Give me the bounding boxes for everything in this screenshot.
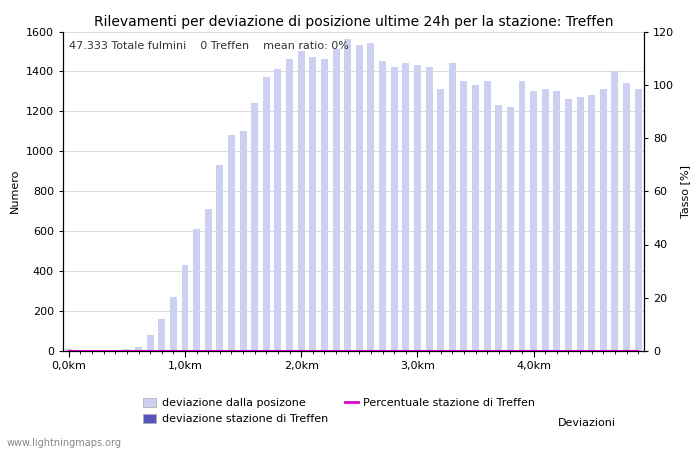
- Text: www.lightningmaps.org: www.lightningmaps.org: [7, 438, 122, 448]
- Bar: [530, 91, 537, 351]
- Bar: [565, 99, 572, 351]
- Bar: [484, 81, 491, 351]
- Bar: [391, 68, 398, 351]
- Bar: [496, 105, 502, 351]
- Bar: [507, 108, 514, 351]
- Bar: [344, 40, 351, 351]
- Bar: [193, 229, 200, 351]
- Bar: [286, 59, 293, 351]
- Bar: [438, 90, 444, 351]
- Bar: [216, 165, 223, 351]
- Bar: [368, 44, 374, 351]
- Bar: [321, 59, 328, 351]
- Bar: [263, 77, 270, 351]
- Bar: [426, 68, 433, 351]
- Bar: [309, 58, 316, 351]
- Bar: [588, 95, 595, 351]
- Bar: [135, 347, 142, 351]
- Bar: [239, 131, 246, 351]
- Bar: [519, 81, 526, 351]
- Bar: [461, 81, 468, 351]
- Bar: [100, 350, 107, 351]
- Bar: [89, 350, 95, 351]
- Bar: [181, 265, 188, 351]
- Y-axis label: Tasso [%]: Tasso [%]: [680, 165, 689, 218]
- Bar: [123, 349, 130, 351]
- Bar: [449, 63, 456, 351]
- Bar: [402, 63, 409, 351]
- Bar: [472, 86, 479, 351]
- Bar: [635, 90, 642, 351]
- Bar: [612, 72, 618, 351]
- Bar: [65, 349, 72, 351]
- Bar: [158, 319, 165, 351]
- Bar: [77, 350, 84, 351]
- Bar: [170, 297, 177, 351]
- Title: Rilevamenti per deviazione di posizione ultime 24h per la stazione: Treffen: Rilevamenti per deviazione di posizione …: [94, 15, 613, 29]
- Bar: [112, 350, 119, 351]
- Bar: [228, 135, 235, 351]
- Bar: [414, 65, 421, 351]
- Bar: [332, 50, 340, 351]
- Bar: [251, 104, 258, 351]
- Y-axis label: Numero: Numero: [10, 169, 20, 213]
- Bar: [542, 90, 549, 351]
- Bar: [205, 209, 211, 351]
- Legend: deviazione dalla posizone, deviazione stazione di Treffen, Percentuale stazione : deviazione dalla posizone, deviazione st…: [139, 393, 540, 428]
- Bar: [356, 45, 363, 351]
- Bar: [600, 90, 607, 351]
- Text: 47.333 Totale fulmini    0 Treffen    mean ratio: 0%: 47.333 Totale fulmini 0 Treffen mean rat…: [69, 41, 349, 51]
- Bar: [577, 97, 584, 351]
- Bar: [623, 83, 630, 351]
- Text: Deviazioni: Deviazioni: [558, 418, 616, 428]
- Bar: [554, 91, 560, 351]
- Bar: [298, 51, 304, 351]
- Bar: [274, 69, 281, 351]
- Bar: [147, 335, 153, 351]
- Bar: [379, 62, 386, 351]
